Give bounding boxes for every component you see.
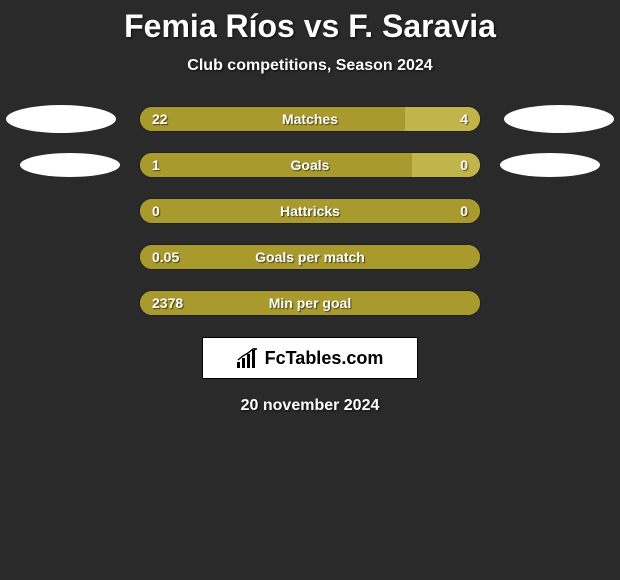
brand-box[interactable]: FcTables.com [202, 337, 418, 379]
comparison-area: 224Matches 10Goals 00Hattricks 0.05Goals pe… [0, 107, 620, 315]
compare-bar: 2378Min per goal [140, 291, 480, 315]
player-marker-right [500, 153, 600, 177]
compare-row: 10Goals [0, 153, 620, 177]
compare-bar: 0.05Goals per match [140, 245, 480, 269]
compare-bar: 224Matches [140, 107, 480, 131]
page-subtitle: Club competitions, Season 2024 [0, 57, 620, 75]
bar-left-fill [140, 199, 480, 223]
bar-right-fill [405, 107, 480, 131]
compare-bar: 10Goals [140, 153, 480, 177]
bar-right-fill [412, 153, 480, 177]
player-marker-left [20, 153, 120, 177]
compare-row: 0.05Goals per match [0, 245, 620, 269]
bar-left-fill [140, 291, 480, 315]
compare-row: 00Hattricks [0, 199, 620, 223]
brand-text: FcTables.com [265, 348, 384, 369]
compare-row: 224Matches [0, 107, 620, 131]
bar-chart-icon [237, 348, 259, 368]
compare-row: 2378Min per goal [0, 291, 620, 315]
player-marker-right [504, 105, 614, 133]
bar-left-fill [140, 153, 412, 177]
bar-left-fill [140, 107, 405, 131]
player-marker-left [6, 105, 116, 133]
footer-date: 20 november 2024 [0, 397, 620, 415]
compare-bar: 00Hattricks [140, 199, 480, 223]
bar-left-fill [140, 245, 480, 269]
page-title: Femia Ríos vs F. Saravia [0, 0, 620, 45]
